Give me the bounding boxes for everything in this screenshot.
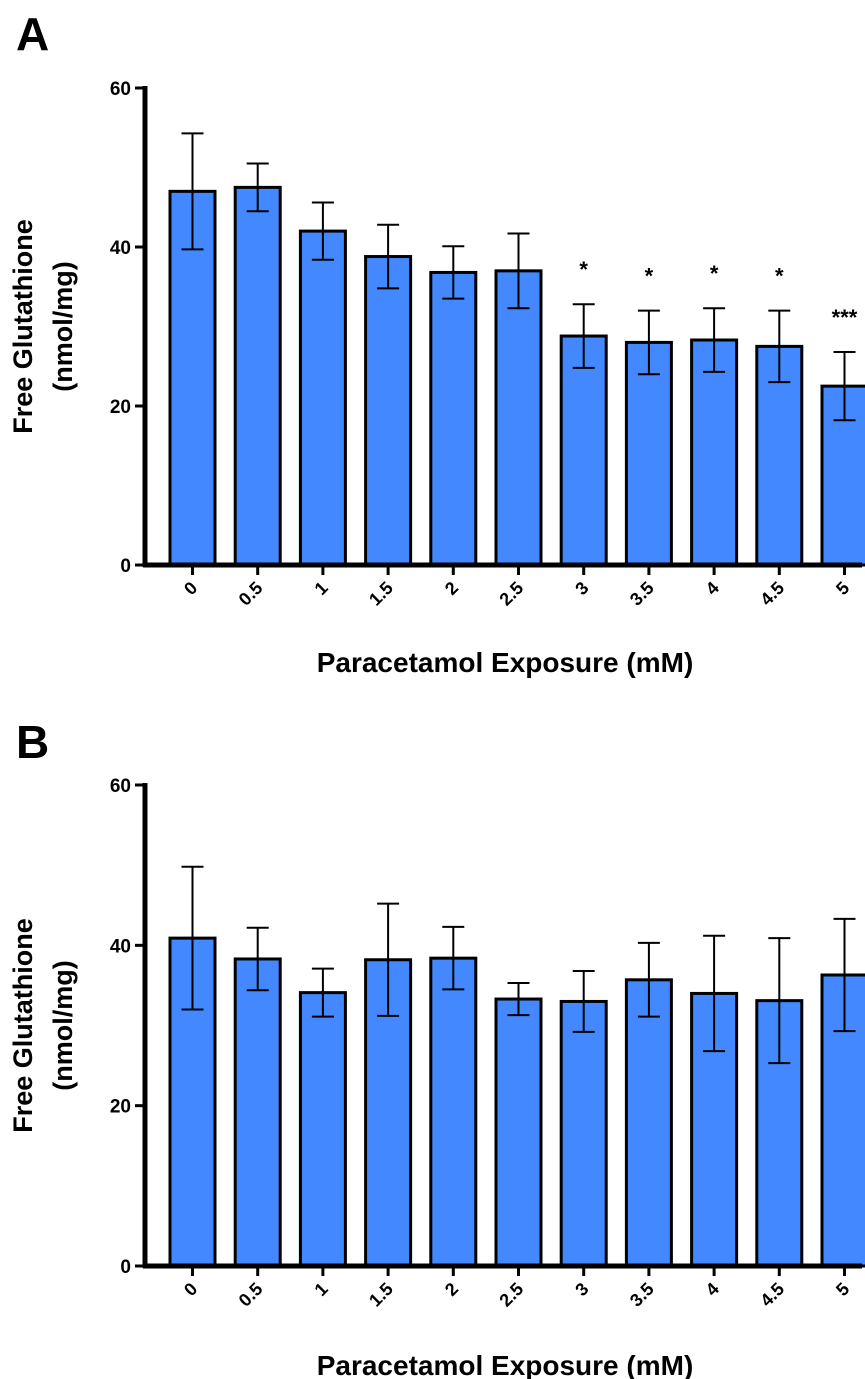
bar — [626, 342, 671, 565]
x-tick-label: 1 — [311, 1279, 332, 1300]
panel-letter: B — [16, 716, 49, 768]
y-tick-label: 40 — [110, 936, 131, 957]
x-tick-label: 0.5 — [235, 1279, 267, 1311]
significance-mark: * — [775, 264, 784, 289]
y-tick-label: 40 — [110, 238, 131, 259]
x-tick-label: 1 — [311, 578, 332, 599]
x-tick-label: 1.5 — [365, 1279, 397, 1311]
bar — [496, 999, 541, 1266]
x-axis-label: Paracetamol Exposure (mM) — [317, 1350, 694, 1379]
x-tick-label: 2.5 — [495, 578, 527, 610]
x-tick-label: 0.5 — [235, 578, 267, 610]
y-axis-label-line2: (nmol/mg) — [48, 261, 78, 391]
bar — [692, 340, 737, 565]
x-tick-label: 0 — [180, 1279, 201, 1300]
x-tick-label: 3.5 — [626, 1279, 658, 1311]
x-tick-label: 2 — [441, 578, 462, 599]
x-tick-label: 1.5 — [365, 578, 397, 610]
bar — [431, 958, 476, 1266]
bar — [496, 271, 541, 565]
x-axis-label: Paracetamol Exposure (mM) — [317, 647, 694, 678]
significance-mark: * — [710, 261, 719, 286]
x-tick-label: 5 — [832, 578, 853, 599]
x-tick-label: 4.5 — [756, 1279, 788, 1311]
x-tick-label: 4 — [702, 578, 723, 599]
y-tick-label: 20 — [110, 397, 131, 418]
x-tick-label: 4 — [702, 1279, 723, 1300]
x-tick-label: 2 — [441, 1279, 462, 1300]
x-tick-label: 0 — [180, 578, 201, 599]
significance-mark: * — [579, 257, 588, 282]
x-tick-label: 3.5 — [626, 578, 658, 610]
bar — [366, 257, 411, 565]
y-axis-label-line1: Free Glutathione — [8, 219, 38, 434]
panel-letter: A — [16, 8, 49, 60]
x-tick-label: 3 — [571, 578, 592, 599]
x-tick-label: 3 — [571, 1279, 592, 1300]
y-tick-label: 20 — [110, 1097, 131, 1118]
x-tick-label: 4.5 — [756, 578, 788, 610]
bar — [431, 272, 476, 565]
y-tick-label: 0 — [120, 1257, 131, 1278]
significance-mark: * — [645, 264, 654, 289]
panel-b: B Free Glutathione (nmol/mg) 0 0.5 1 1.5 2 2.5 3 3… — [8, 716, 865, 1379]
bar — [561, 1001, 606, 1266]
bar — [561, 336, 606, 565]
y-axis-label-line2: (nmol/mg) — [48, 960, 78, 1090]
y-tick-label: 60 — [110, 776, 131, 797]
panel-a: A Free Glutathione (nmol/mg) 0 0.5 1 1.5 2 2.5 * 3… — [8, 8, 865, 678]
y-tick-label: 60 — [110, 79, 131, 100]
bar — [300, 231, 345, 565]
bar — [626, 980, 671, 1266]
y-tick-label: 0 — [120, 556, 131, 577]
x-tick-label: 5 — [832, 1279, 853, 1300]
significance-mark: *** — [832, 305, 858, 330]
x-tick-label: 2.5 — [495, 1279, 527, 1311]
y-axis-label-line1: Free Glutathione — [8, 918, 38, 1133]
bar — [300, 993, 345, 1266]
bar — [235, 187, 280, 565]
bar — [235, 959, 280, 1266]
